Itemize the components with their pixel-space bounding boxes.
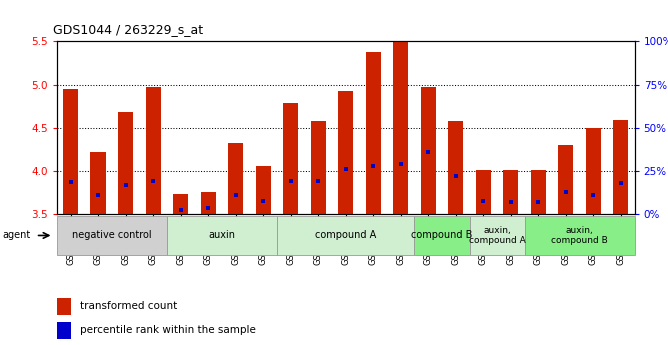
Bar	[613, 120, 629, 214]
Text: auxin,
compound B: auxin, compound B	[551, 226, 608, 245]
Bar	[586, 128, 601, 214]
FancyBboxPatch shape	[167, 216, 277, 255]
Bar	[57, 298, 71, 315]
Bar	[365, 52, 381, 214]
Text: percentile rank within the sample: percentile rank within the sample	[80, 325, 256, 335]
Bar	[531, 170, 546, 214]
Text: negative control: negative control	[72, 230, 152, 240]
Bar	[393, 41, 408, 214]
Bar	[118, 112, 133, 214]
Bar	[228, 143, 243, 214]
Bar	[503, 170, 518, 214]
Bar	[146, 87, 160, 214]
Bar	[283, 103, 298, 214]
Bar	[558, 145, 573, 214]
FancyBboxPatch shape	[277, 216, 414, 255]
Bar	[90, 152, 106, 214]
FancyBboxPatch shape	[470, 216, 524, 255]
Text: compound B: compound B	[411, 230, 473, 240]
FancyBboxPatch shape	[57, 216, 167, 255]
Bar	[311, 121, 326, 214]
FancyBboxPatch shape	[524, 216, 635, 255]
Text: auxin,
compound A: auxin, compound A	[469, 226, 526, 245]
Bar	[63, 89, 78, 214]
Bar	[421, 87, 436, 214]
Bar	[200, 193, 216, 214]
Text: agent: agent	[2, 230, 30, 240]
Bar	[476, 170, 491, 214]
Text: auxin: auxin	[208, 230, 235, 240]
Bar	[448, 121, 464, 214]
Text: compound A: compound A	[315, 230, 376, 240]
Bar	[57, 322, 71, 339]
Text: transformed count: transformed count	[80, 301, 177, 311]
Bar	[338, 90, 353, 214]
Text: GDS1044 / 263229_s_at: GDS1044 / 263229_s_at	[53, 23, 204, 36]
Bar	[173, 194, 188, 214]
Bar	[256, 167, 271, 214]
FancyBboxPatch shape	[414, 216, 470, 255]
